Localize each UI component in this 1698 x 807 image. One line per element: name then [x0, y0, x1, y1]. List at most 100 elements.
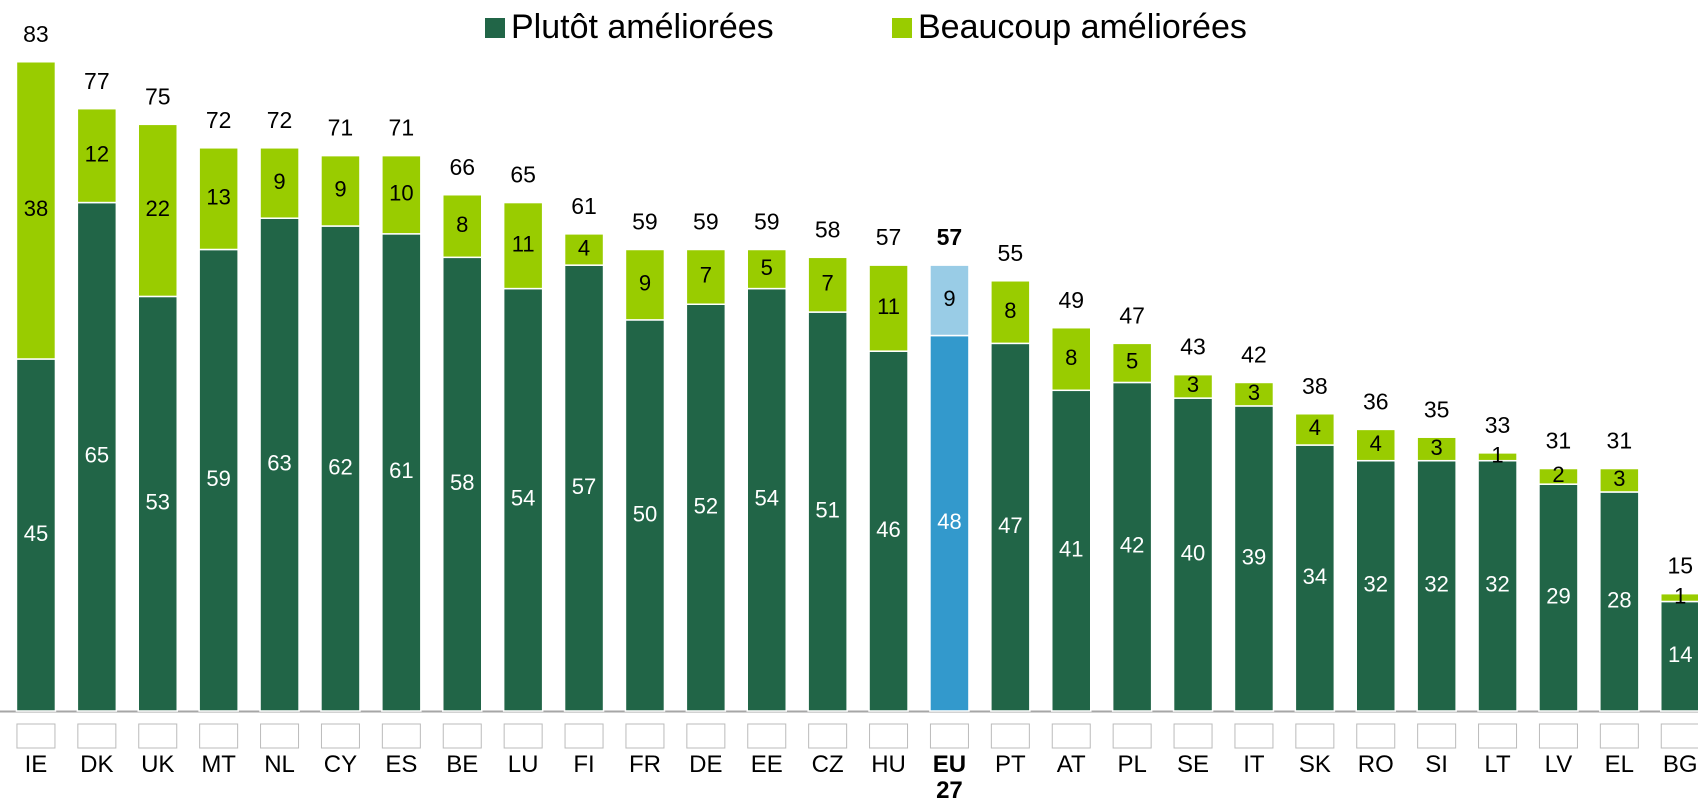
bar-segment	[624, 248, 666, 321]
flag	[686, 723, 726, 749]
data-label: 39	[1242, 544, 1266, 569]
x-tick-label: EL	[1604, 751, 1635, 778]
x-tick-label: RO	[1357, 751, 1394, 778]
x-tick-label: HU	[871, 751, 906, 778]
data-label: 13	[206, 184, 230, 209]
bar-segment	[1416, 436, 1457, 462]
total-label: 47	[1119, 302, 1145, 328]
flag	[320, 723, 360, 749]
x-tick-label: FR	[628, 751, 661, 778]
data-label: 8	[1004, 298, 1016, 323]
flag	[442, 723, 482, 749]
data-label: 40	[1181, 540, 1205, 565]
bar-segment	[1294, 413, 1336, 446]
x-tick-label: DE	[689, 751, 723, 778]
data-label: 11	[877, 294, 900, 319]
total-label: 72	[267, 107, 293, 133]
total-label: 59	[632, 209, 658, 235]
flag	[16, 723, 56, 749]
bar-segment	[1477, 452, 1518, 462]
x-tick-label: BE	[446, 751, 479, 778]
bar-segment	[320, 154, 361, 227]
total-label: 38	[1302, 373, 1328, 399]
flag	[1173, 723, 1213, 749]
data-label: 52	[694, 493, 718, 518]
bar-segment	[746, 248, 787, 290]
x-tick-label: BG	[1662, 751, 1698, 778]
data-label: 11	[512, 231, 535, 256]
bar-segment	[1233, 381, 1275, 407]
bar-segment	[1051, 326, 1092, 392]
flag	[808, 723, 848, 749]
bar-segment	[685, 303, 727, 712]
total-label: 42	[1241, 342, 1267, 368]
data-label: 10	[389, 181, 413, 206]
flag	[1295, 723, 1335, 749]
bar-segment	[442, 256, 483, 712]
data-label: 28	[1607, 587, 1631, 612]
flag	[77, 723, 117, 749]
total-label: 77	[84, 68, 110, 94]
data-label: 9	[334, 177, 346, 202]
total-label: 43	[1180, 334, 1206, 360]
data-label: 32	[1485, 572, 1509, 597]
data-label: 38	[24, 196, 48, 221]
flag	[1660, 723, 1698, 749]
bar-segment	[1172, 373, 1214, 399]
data-label: 58	[450, 470, 474, 495]
x-tick-label: LV	[1544, 751, 1573, 778]
total-label: 71	[328, 115, 354, 141]
data-label: 1	[1491, 443, 1503, 468]
bar-segment	[381, 233, 422, 712]
bar-segment	[198, 147, 239, 251]
total-label: 58	[815, 216, 841, 242]
flag	[503, 723, 543, 749]
bar-segment	[563, 233, 605, 266]
total-label: 35	[1424, 396, 1450, 422]
data-label: 51	[815, 497, 839, 522]
x-tick-label: NL	[264, 751, 295, 778]
data-label: 57	[572, 474, 596, 499]
data-label: 12	[85, 141, 109, 166]
total-label: 49	[1058, 287, 1084, 313]
data-label: 61	[389, 458, 413, 483]
flag	[564, 723, 604, 749]
data-label: 32	[1424, 572, 1448, 597]
flag	[1356, 723, 1396, 749]
total-label: 83	[23, 21, 49, 47]
x-tick-label: LT	[1484, 751, 1511, 778]
bar-segment	[502, 201, 544, 290]
flag	[199, 723, 239, 749]
x-tick-label: PL	[1117, 751, 1147, 778]
total-label: 31	[1546, 428, 1572, 454]
bar-segment	[76, 107, 118, 204]
bar-segment	[685, 248, 727, 305]
data-label: 7	[822, 271, 834, 296]
bar-segment	[1355, 459, 1396, 712]
x-tick-label: ES	[385, 751, 418, 778]
bar-segment	[502, 287, 544, 712]
flag	[138, 723, 178, 749]
flag	[747, 723, 787, 749]
total-label: 71	[389, 115, 415, 141]
data-label: 8	[456, 212, 468, 237]
bar-segment	[442, 193, 483, 259]
data-label: 54	[511, 486, 535, 511]
x-tick-label: PT	[995, 751, 1026, 778]
flag	[1538, 723, 1578, 749]
data-label: 4	[1370, 431, 1382, 456]
total-label: 55	[998, 240, 1024, 266]
x-tick-label: EE	[750, 751, 783, 778]
total-label: 59	[693, 209, 719, 235]
flag	[990, 723, 1030, 749]
bar-segment	[381, 154, 422, 235]
total-label: 36	[1363, 388, 1389, 414]
total-label: 75	[145, 83, 171, 109]
legend-label: Beaucoup améliorées	[918, 8, 1247, 46]
bar-segment	[868, 350, 909, 712]
total-label: 61	[571, 193, 597, 219]
data-label: 50	[633, 501, 657, 526]
bar-segment	[1051, 389, 1092, 712]
flag	[1112, 723, 1152, 749]
